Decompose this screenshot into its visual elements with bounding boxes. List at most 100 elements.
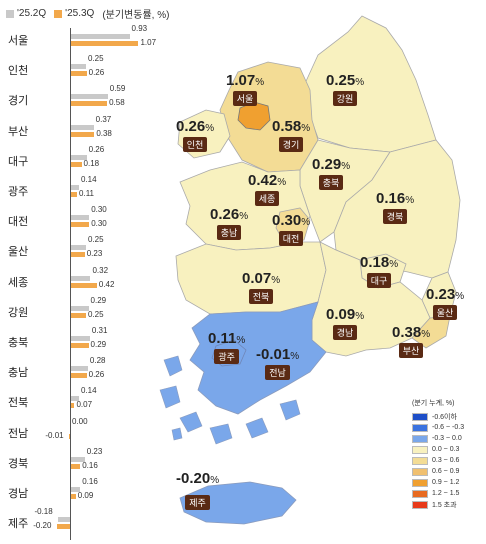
scale-row: 1.2 ~ 1.5 [412,488,464,499]
percent-sign: % [301,123,311,134]
southwest-islands [159,355,301,445]
bar-value-q2: 0.25 [88,54,104,64]
bar-value-q2: 0.28 [89,356,106,366]
map-name-jeonnam: 전남 [265,365,290,380]
scale-row: -0.6이하 [412,411,464,422]
bar-region-name: 서울 [8,35,29,47]
bar-value-q2: 0.16 [82,477,98,486]
map-value-gyeonggi: 0.58 [272,118,302,135]
map-name-sejong: 세종 [254,191,280,206]
map-value-busan: 0.38 [392,324,422,341]
map-value-jeju: -0.20 [176,470,211,487]
map-label-chungnam: 0.26% 충남 [210,206,248,241]
bar-row: 전북 0.14 0.07 [0,386,160,416]
percent-sign: % [271,275,281,286]
bar-q3 [70,71,87,77]
percent-sign: % [355,311,365,322]
region-gangwon [301,15,437,153]
map-value-chungnam: 0.26 [210,206,240,223]
bar-region-name: 전남 [8,427,29,440]
map-value-gangwon: 0.25 [326,72,356,89]
bar-q3 [70,161,82,167]
bar-value-q2: 0.93 [131,24,148,33]
map-label-gangwon: 0.25% 강원 [326,72,364,107]
bar-region-name: 경기 [8,95,29,108]
zero-axis [70,28,71,540]
bar-row: 경북 0.23 0.16 [0,447,160,477]
bar-region-name: 울산 [8,246,29,259]
bar-q2 [70,124,94,130]
percent-sign: % [239,211,249,222]
scale-label: -0.6 ~ -0.3 [432,424,465,431]
bar-region-name: 충남 [8,367,29,380]
bar-row: 세종 0.32 0.42 [0,266,160,296]
bar-q2 [70,275,91,281]
bar-value-q2: 0.14 [80,175,97,184]
scale-row: 0.0 ~ 0.3 [412,444,464,455]
map-name-jeonbuk: 전북 [248,289,274,304]
bar-region-name: 부산 [8,125,29,138]
map-value-jeonnam: -0.01 [256,346,291,363]
percent-sign: % [290,351,300,362]
map-name-gyeongbuk: 경북 [382,209,408,224]
map-value-daejeon: 0.30 [272,212,302,229]
bar-q3 [70,373,87,379]
scale-label: 0.9 ~ 1.2 [432,479,460,486]
scale-row: 0.6 ~ 0.9 [412,466,464,477]
bar-value-q2: 0.32 [92,265,109,275]
map-label-busan: 0.38% 부산 [392,324,430,359]
map-name-gwangju: 광주 [214,349,239,364]
bar-row: 부산 0.37 0.38 [0,115,160,145]
bar-value-q3: 0.38 [96,128,112,138]
map-label-daegu: 0.18% 대구 [360,254,398,289]
region-busan [411,315,451,349]
map-label-incheon: 0.26% 인천 [176,118,214,153]
bar-q3 [70,222,90,228]
bar-value-q3: -0.01 [45,430,64,440]
percent-sign: % [205,123,215,134]
bar-value-q2: 0.29 [90,295,107,305]
map-label-jeonnam: -0.01% 전남 [256,346,299,381]
scale-label: 0.3 ~ 0.6 [432,457,460,464]
percent-sign: % [389,259,399,270]
map-label-jeonbuk: 0.07% 전북 [242,270,280,305]
bar-q2 [70,396,79,402]
bar-row: 울산 0.25 0.23 [0,235,160,265]
bar-region-name: 충북 [8,337,29,349]
scale-swatch [412,434,428,443]
map-name-daegu: 대구 [366,273,392,288]
scale-row: -0.6 ~ -0.3 [412,422,464,433]
bar-q3 [70,252,85,258]
map-value-gwangju: 0.11 [208,330,237,347]
scale-swatch [412,500,428,509]
scale-label: -0.6이하 [432,413,457,421]
percent-sign: % [301,217,311,228]
bar-q3 [70,494,76,499]
bar-q3 [70,282,97,288]
bar-q2 [70,487,81,492]
scale-swatch [412,445,428,454]
map-name-gyeonggi: 경기 [278,137,304,152]
bar-value-q3: 0.11 [79,189,95,198]
bar-value-q2: 0.31 [91,326,108,335]
map-value-gyeongbuk: 0.16 [376,190,406,207]
percent-sign: % [277,177,287,188]
bar-q2 [58,517,70,523]
legend-label-q3: '25.3Q [65,8,95,19]
map-name-gyeongnam: 경남 [332,325,358,340]
scale-swatch [412,489,428,498]
bar-region-name: 인천 [8,65,29,78]
bar-q2 [70,245,86,251]
bar-row: 경기 0.59 0.58 [0,84,160,114]
scale-label: 1.5 초과 [432,501,457,509]
percent-sign: % [355,77,365,88]
region-jeonnam [189,301,327,415]
bar-q3 [70,131,95,137]
bar-value-q3: 0.09 [77,491,94,500]
legend-item-q2: '25.2Q [6,8,46,19]
bar-value-q2: 0.00 [72,416,88,426]
bar-value-q3: 0.18 [83,158,100,168]
percent-sign: % [341,161,351,172]
bar-value-q2: 0.26 [88,144,105,154]
bar-q3 [70,101,108,107]
